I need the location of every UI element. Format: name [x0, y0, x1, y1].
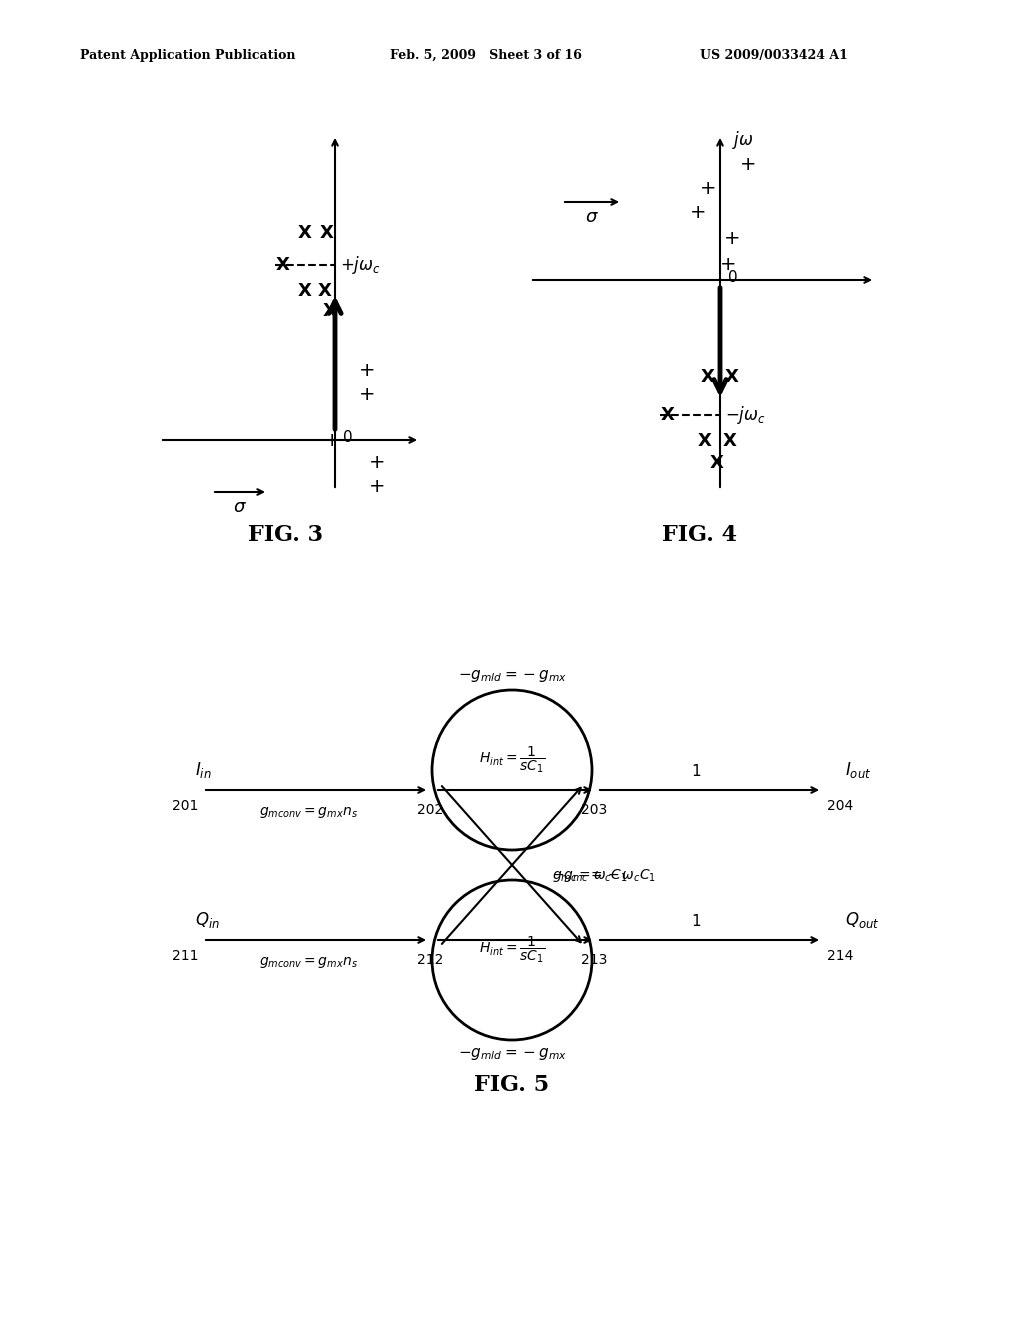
Text: FIG. 3: FIG. 3	[248, 524, 323, 546]
Text: +: +	[358, 385, 375, 404]
Text: $-j\omega_c$: $-j\omega_c$	[725, 404, 766, 426]
Text: +: +	[724, 228, 740, 248]
Text: X: X	[701, 368, 715, 385]
Text: 201: 201	[172, 799, 199, 813]
Text: FIG. 4: FIG. 4	[663, 524, 737, 546]
Text: X: X	[318, 282, 332, 300]
Text: $j\omega$: $j\omega$	[732, 129, 754, 150]
Text: $\sigma$: $\sigma$	[233, 498, 247, 516]
Text: Patent Application Publication: Patent Application Publication	[80, 49, 296, 62]
Text: 211: 211	[172, 949, 199, 964]
Text: $-g_{mc}=-\omega_c C_1$: $-g_{mc}=-\omega_c C_1$	[552, 866, 656, 883]
Text: 202: 202	[417, 803, 443, 817]
Text: $I_{in}$: $I_{in}$	[195, 760, 212, 780]
Text: FIG. 5: FIG. 5	[474, 1074, 550, 1096]
Text: $I_{out}$: $I_{out}$	[845, 760, 871, 780]
Text: X: X	[710, 454, 724, 473]
Text: 214: 214	[826, 949, 853, 964]
Text: 0: 0	[728, 271, 737, 285]
Text: +: +	[739, 156, 757, 174]
Text: $g_{mconv}=g_{mx}n_s$: $g_{mconv}=g_{mx}n_s$	[258, 804, 357, 820]
Text: +: +	[324, 430, 340, 450]
Text: X: X	[698, 432, 712, 450]
Text: $-g_{mld}=-g_{mx}$: $-g_{mld}=-g_{mx}$	[458, 1045, 566, 1063]
Text: X: X	[276, 256, 290, 275]
Text: $-g_{mld}=-g_{mx}$: $-g_{mld}=-g_{mx}$	[458, 668, 566, 684]
Text: +: +	[720, 256, 736, 275]
Text: +: +	[369, 478, 385, 496]
Text: 213: 213	[581, 953, 607, 968]
Text: 1: 1	[691, 764, 700, 780]
Text: 1: 1	[691, 915, 700, 929]
Text: X: X	[298, 282, 312, 300]
Text: X: X	[321, 224, 334, 242]
Text: 204: 204	[826, 799, 853, 813]
Text: $Q_{out}$: $Q_{out}$	[845, 909, 880, 931]
Text: Feb. 5, 2009   Sheet 3 of 16: Feb. 5, 2009 Sheet 3 of 16	[390, 49, 582, 62]
Text: +: +	[690, 202, 707, 222]
Text: +: +	[369, 453, 385, 471]
Text: $+j\omega_c$: $+j\omega_c$	[340, 253, 381, 276]
Text: $Q_{in}$: $Q_{in}$	[195, 909, 220, 931]
Text: 212: 212	[417, 953, 443, 968]
Text: X: X	[662, 407, 675, 424]
Text: +: +	[699, 178, 716, 198]
Text: US 2009/0033424 A1: US 2009/0033424 A1	[700, 49, 848, 62]
Text: X: X	[323, 302, 337, 319]
Text: X: X	[723, 432, 737, 450]
Text: $\sigma$: $\sigma$	[585, 209, 599, 226]
Text: $g_{mconv}=g_{mx}n_s$: $g_{mconv}=g_{mx}n_s$	[258, 954, 357, 969]
Text: X: X	[725, 368, 739, 385]
Text: X: X	[298, 224, 312, 242]
Text: $g_{mc}=\omega_c C_1$: $g_{mc}=\omega_c C_1$	[552, 866, 628, 883]
Text: 0: 0	[343, 430, 352, 445]
Text: 203: 203	[581, 803, 607, 817]
Text: $H_{int}=\dfrac{1}{sC_1}$: $H_{int}=\dfrac{1}{sC_1}$	[479, 744, 545, 775]
Text: $H_{int}=\dfrac{1}{sC_1}$: $H_{int}=\dfrac{1}{sC_1}$	[479, 935, 545, 965]
Text: +: +	[358, 360, 375, 380]
